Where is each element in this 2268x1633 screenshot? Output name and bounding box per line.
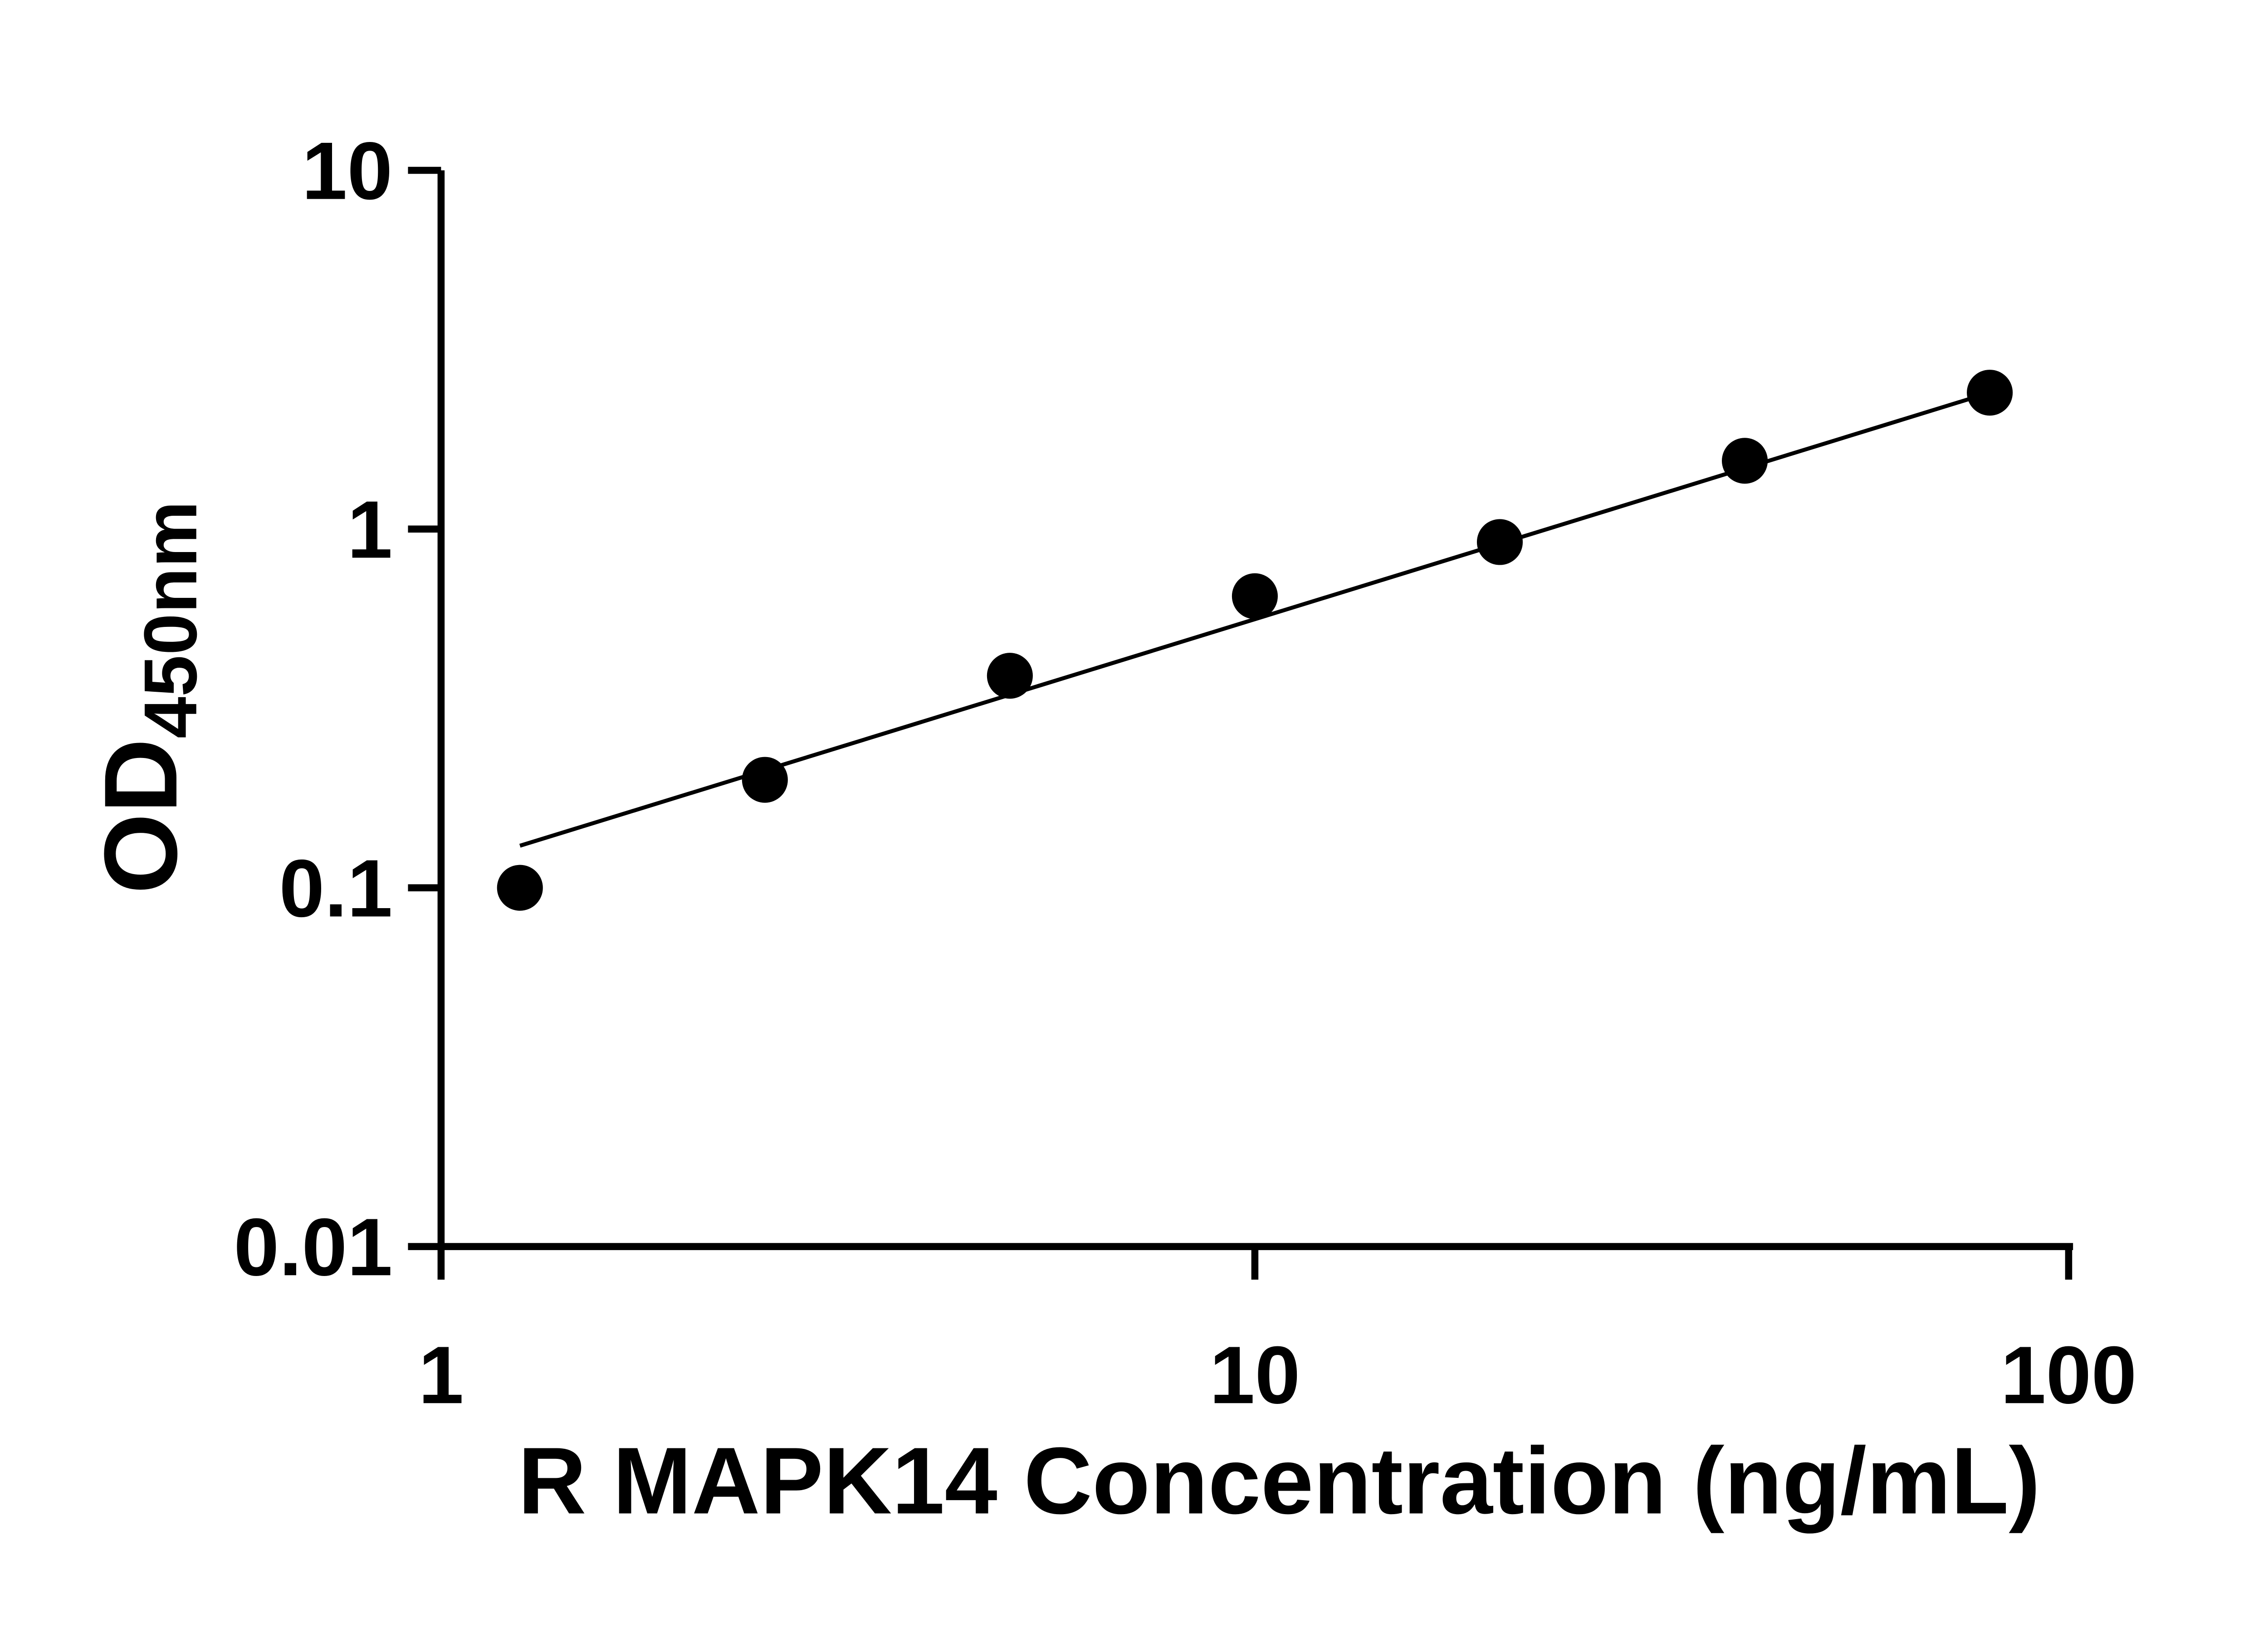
x-tick-label: 10 xyxy=(1209,1330,1300,1421)
y-axis-title: OD450nm xyxy=(83,501,213,894)
data-point xyxy=(1967,370,2013,416)
x-tick-label: 100 xyxy=(2000,1330,2136,1421)
y-tick-label: 1 xyxy=(347,484,392,576)
data-point xyxy=(987,653,1033,699)
y-tick-label: 10 xyxy=(302,126,392,217)
data-point xyxy=(497,865,543,911)
data-point xyxy=(1476,519,1523,565)
plot-area: 1 10 100 10 1 0.1 0.01 xyxy=(234,126,2136,1421)
data-point xyxy=(742,757,788,803)
y-axis-title-main: OD xyxy=(83,738,199,894)
y-tick-label: 0.1 xyxy=(279,843,392,934)
data-point xyxy=(1721,438,1768,484)
data-point xyxy=(1232,573,1278,619)
x-axis-title: R MAPK14 Concentration (ng/mL) xyxy=(518,1428,2040,1534)
y-tick-label: 0.01 xyxy=(234,1202,392,1293)
trend-line xyxy=(519,391,1990,848)
x-tick-label: 1 xyxy=(418,1330,464,1421)
y-axis-title-sub: 450nm xyxy=(129,501,213,738)
